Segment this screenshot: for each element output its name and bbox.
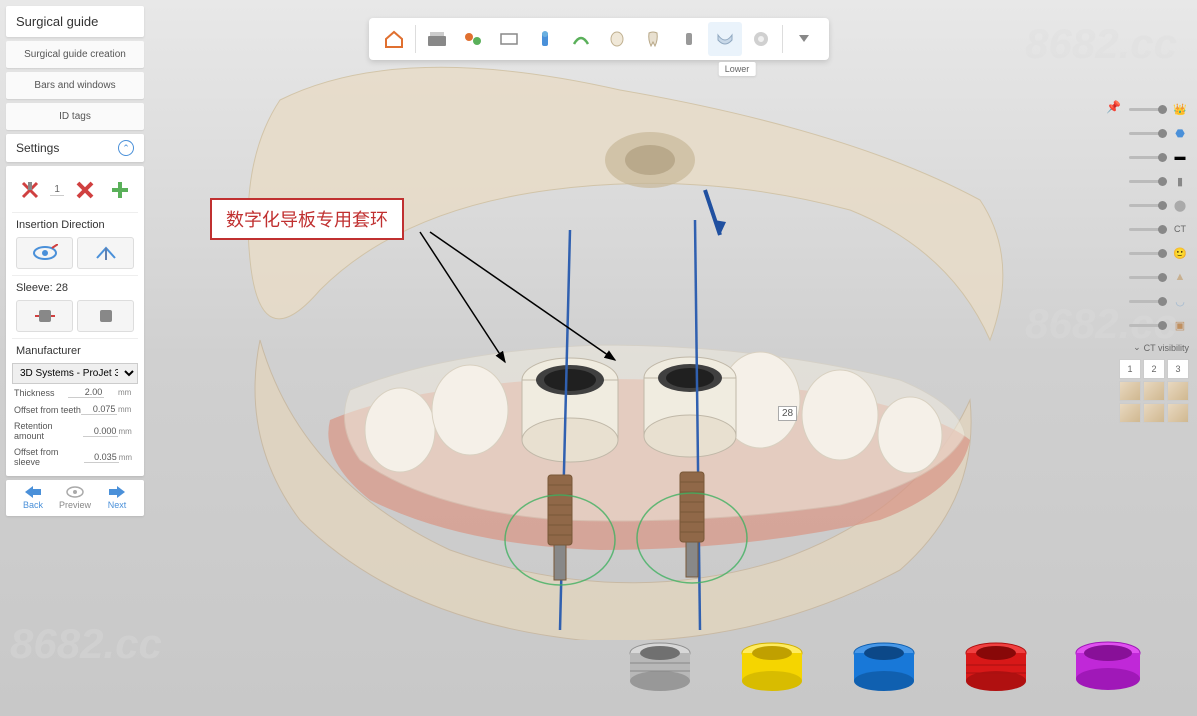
sleeve-blue[interactable] [839,632,929,702]
nav-footer: Back Preview Next [6,480,144,516]
slider-8[interactable] [1129,300,1167,303]
slider-2[interactable] [1129,132,1167,135]
param-offset-sleeve: Offset from sleeve 0.035 mm [12,444,138,470]
cylinder-icon[interactable]: ⬤ [1171,196,1189,214]
back-button[interactable]: Back [12,486,54,510]
remove-implant-icon[interactable] [15,176,45,204]
sleeve-button-1[interactable] [16,300,73,332]
offset-sleeve-input[interactable]: 0.035 [84,452,119,463]
manufacturer-label: Manufacturer [12,338,138,361]
slider-6[interactable] [1129,252,1167,255]
ct-visibility-toggle[interactable]: ⌄CT visibility [1133,338,1189,357]
sleeve-color-row [615,632,1153,702]
view-2[interactable]: 2 [1143,359,1165,379]
panel-title: Surgical guide [6,6,144,37]
offset-teeth-input[interactable]: 0.075 [81,404,117,415]
layer-icon[interactable]: ▬ [1171,148,1189,166]
gold-crown-icon[interactable]: 👑 [1171,100,1189,118]
insertion-direction-label: Insertion Direction [12,212,138,235]
view-iso1[interactable] [1119,403,1141,423]
slider-ct[interactable] [1129,228,1167,231]
add-icon[interactable] [105,176,135,204]
jaw-model [200,60,1020,640]
menu-surgical-guide-creation[interactable]: Surgical guide creation [6,41,144,68]
settings-header: Settings ⌃ [6,134,144,162]
preview-button[interactable]: Preview [54,486,96,510]
bone-icon[interactable]: ▲ [1171,268,1189,286]
sleeve-gray[interactable] [615,632,705,702]
view-front[interactable] [1119,381,1141,401]
slider-5[interactable] [1129,204,1167,207]
guide-icon[interactable]: ◡ [1171,292,1189,310]
tooth-number-label: 28 [778,406,797,421]
view-iso2[interactable] [1143,403,1165,423]
retention-input[interactable]: 0.000 [83,426,118,437]
restore-icon[interactable] [600,22,634,56]
scan-icon[interactable] [420,22,454,56]
settings-body: 1 Insertion Direction Sleeve: 28 Manufac… [6,166,144,476]
insertion-view-button[interactable] [16,237,73,269]
manufacturer-select[interactable]: 3D Systems - ProJet 3 [12,363,138,384]
annotation-callout: 数字化导板专用套环 [210,198,404,240]
view-top[interactable] [1167,381,1189,401]
param-offset-teeth: Offset from teeth 0.075 mm [12,401,138,418]
ct-text-icon[interactable]: CT [1171,220,1189,238]
view-1[interactable]: 1 [1119,359,1141,379]
export-icon[interactable] [744,22,778,56]
view-grid: 1 2 3 [1119,359,1189,423]
panorama-icon[interactable] [492,22,526,56]
face-icon[interactable]: 🙂 [1171,244,1189,262]
menu-bars-windows[interactable]: Bars and windows [6,72,144,99]
collapse-icon[interactable]: ⌃ [118,140,134,156]
left-panel: Surgical guide Surgical guide creation B… [6,6,144,516]
next-button[interactable]: Next [96,486,138,510]
delete-icon[interactable] [70,176,100,204]
insertion-set-button[interactable] [77,237,134,269]
settings-title: Settings [16,141,59,155]
sleeve-red[interactable] [951,632,1041,702]
top-toolbar [369,18,829,60]
slider-4[interactable] [1129,180,1167,183]
view-iso3[interactable] [1167,403,1189,423]
sleeve-yellow[interactable] [727,632,817,702]
sleeve-magenta[interactable] [1063,632,1153,702]
arch-upper-icon[interactable] [564,22,598,56]
guide-lower-icon[interactable] [708,22,742,56]
slider-9[interactable] [1129,324,1167,327]
tooth-blue-icon[interactable]: ⬣ [1171,124,1189,142]
implant-plan-icon[interactable] [528,22,562,56]
dropdown-icon[interactable] [787,22,821,56]
slider-1[interactable] [1129,108,1167,111]
view-3[interactable]: 3 [1167,359,1189,379]
align-icon[interactable] [456,22,490,56]
watermark: 8682.cc [10,620,162,668]
sleeve-label: Sleeve: 28 [12,275,138,298]
thickness-input[interactable]: 2.00 [68,387,104,398]
toolbar-active-label: Lower [719,62,756,76]
param-thickness: Thickness 2.00 mm [12,384,138,401]
misc-icon[interactable]: ▣ [1171,316,1189,334]
implant-icon[interactable]: ▮ [1171,172,1189,190]
tooth-icon[interactable] [636,22,670,56]
viewport-3d[interactable]: 28 [150,0,1112,716]
param-retention: Retention amount 0.000 mm [12,418,138,444]
implant-count: 1 [50,184,64,196]
menu-id-tags[interactable]: ID tags [6,103,144,130]
sleeve-button-2[interactable] [77,300,134,332]
view-side[interactable] [1143,381,1165,401]
slider-7[interactable] [1129,276,1167,279]
slider-3[interactable] [1129,156,1167,159]
home-icon[interactable] [377,22,411,56]
abutment-icon[interactable] [672,22,706,56]
right-toolbar: 👑 ⬣ ▬ ▮ ⬤ CT 🙂 ▲ ◡ ▣ ⌄CT visibility 1 2 … [1119,98,1189,423]
